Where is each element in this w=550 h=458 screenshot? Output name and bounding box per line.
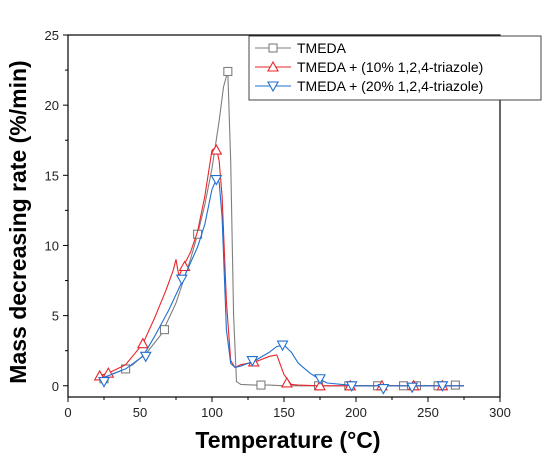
data-point [256, 380, 266, 390]
data-point [223, 66, 233, 77]
data-point [139, 351, 152, 363]
legend: TMEDA TMEDA + (10% 1,2,4-triazole) TMEDA +… [248, 35, 542, 101]
series-line [99, 70, 464, 387]
x-axis-title: Temperature (°C) [195, 427, 380, 453]
legend-box [248, 35, 542, 101]
data-point [159, 325, 170, 335]
data-point [280, 376, 293, 388]
data-point [98, 377, 110, 388]
data-point [276, 340, 289, 352]
axis-layer: 0 50 100 150 200 250 300 0 5 10 15 20 25 [45, 28, 511, 420]
data-point [377, 384, 390, 395]
y-tick-label: 20 [45, 98, 59, 113]
x-tick-label: 250 [417, 405, 439, 420]
y-tick-label: 15 [45, 168, 59, 183]
data-point [314, 379, 326, 391]
data-point [178, 260, 191, 272]
x-tick-label: 0 [64, 405, 71, 420]
legend-item: TMEDA + (20% 1,2,4-triazole) [255, 78, 483, 94]
data-point [436, 381, 449, 392]
data-point [246, 355, 259, 367]
series-line [99, 146, 464, 387]
legend-item: TMEDA + (10% 1,2,4-triazole) [255, 59, 483, 75]
series-layer [93, 66, 464, 395]
data-point [175, 274, 188, 286]
legend-label: TMEDA + (20% 1,2,4-triazole) [297, 78, 483, 94]
legend-marker [267, 81, 279, 93]
legend-label: TMEDA + (10% 1,2,4-triazole) [297, 59, 483, 75]
y-tick-label: 5 [52, 309, 59, 324]
x-tick-label: 300 [489, 405, 511, 420]
x-tick-label: 150 [273, 405, 295, 420]
y-axis-title: Mass decreasing rate (%/min) [5, 60, 31, 383]
data-point [345, 381, 358, 392]
data-point [314, 374, 326, 385]
y-tick-label: 10 [45, 238, 59, 253]
data-point [450, 380, 460, 390]
legend-marker [268, 43, 278, 53]
data-point [210, 174, 223, 186]
legend-marker [267, 60, 279, 72]
x-tick-label: 200 [345, 405, 367, 420]
data-point [406, 382, 419, 394]
series-3 [98, 174, 464, 395]
data-point [136, 337, 149, 349]
y-tick-label: 25 [45, 28, 59, 43]
series-line [99, 178, 464, 387]
x-tick-label: 100 [201, 405, 223, 420]
legend-label: TMEDA [297, 40, 347, 56]
x-tick-label: 50 [133, 405, 147, 420]
y-tick-label: 0 [52, 379, 59, 394]
data-point [210, 143, 223, 155]
legend-item: TMEDA [255, 40, 347, 56]
